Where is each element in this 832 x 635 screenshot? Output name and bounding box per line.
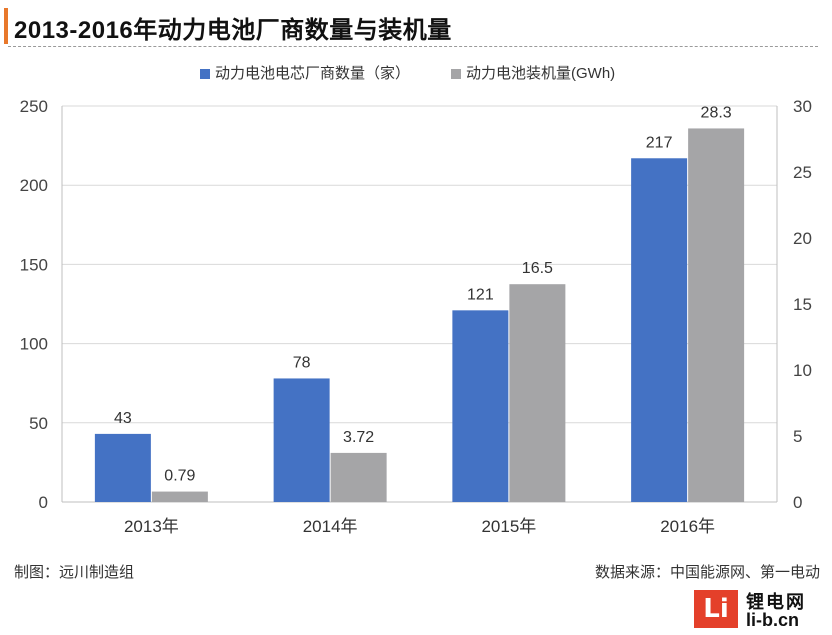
bar-series-1 (94, 433, 151, 502)
y-left-tick-label: 50 (29, 414, 48, 433)
data-label-series-1: 43 (114, 410, 132, 427)
y-right-tick-label: 5 (793, 427, 802, 446)
watermark-mark: Li (694, 590, 738, 628)
bar-series-1 (631, 158, 688, 502)
bar-series-1 (452, 310, 509, 502)
y-left-tick-label: 100 (20, 335, 48, 354)
bar-series-2 (151, 491, 208, 502)
x-tick-label: 2015年 (481, 517, 536, 536)
legend-label-series-2: 动力电池装机量(GWh) (466, 65, 615, 82)
y-right-tick-label: 0 (793, 493, 802, 512)
bar-chart: 0 50 100 150 200 250 0 5 10 15 20 25 30 43 0.79 2013年 78… (20, 65, 812, 536)
x-tick-label: 2016年 (660, 517, 715, 536)
y-right-tick-label: 20 (793, 229, 812, 248)
chart-credit: 制图：远川制造组 (14, 564, 135, 581)
y-left-tick-label: 200 (20, 176, 48, 195)
bar-series-2 (688, 128, 745, 502)
bar-series-2 (509, 284, 566, 502)
x-tick-label: 2014年 (303, 517, 358, 536)
page-title: 2013-2016年动力电池厂商数量与装机量 (14, 17, 452, 44)
y-right-tick-label: 15 (793, 295, 812, 314)
y-right-tick-label: 30 (793, 97, 812, 116)
y-left-tick-label: 250 (20, 97, 48, 116)
watermark-url: li-b.cn (746, 610, 799, 630)
bar-series-1 (273, 378, 330, 502)
data-label-series-2: 3.72 (343, 429, 374, 446)
legend-label-series-1: 动力电池电芯厂商数量（家） (215, 65, 410, 82)
watermark-name: 锂电网 (746, 592, 806, 612)
bar-series-2 (330, 452, 387, 502)
y-right-tick-label: 25 (793, 163, 812, 182)
data-label-series-2: 28.3 (701, 104, 732, 121)
watermark-logo: Li 锂电网 li-b.cn (694, 588, 824, 632)
data-label-series-2: 0.79 (164, 468, 195, 485)
legend-swatch-series-2 (451, 69, 461, 79)
title-accent-bar (4, 8, 8, 44)
data-source: 数据来源：中国能源网、第一电动 (594, 564, 820, 581)
y-left-tick-label: 0 (39, 493, 48, 512)
legend-swatch-series-1 (200, 69, 210, 79)
title-divider (8, 46, 818, 47)
y-right-tick-label: 10 (793, 361, 812, 380)
data-label-series-1: 78 (293, 354, 311, 371)
data-label-series-1: 121 (467, 286, 494, 303)
data-label-series-2: 16.5 (522, 260, 553, 277)
y-left-tick-label: 150 (20, 255, 48, 274)
data-label-series-1: 217 (646, 134, 673, 151)
x-tick-label: 2013年 (124, 517, 179, 536)
